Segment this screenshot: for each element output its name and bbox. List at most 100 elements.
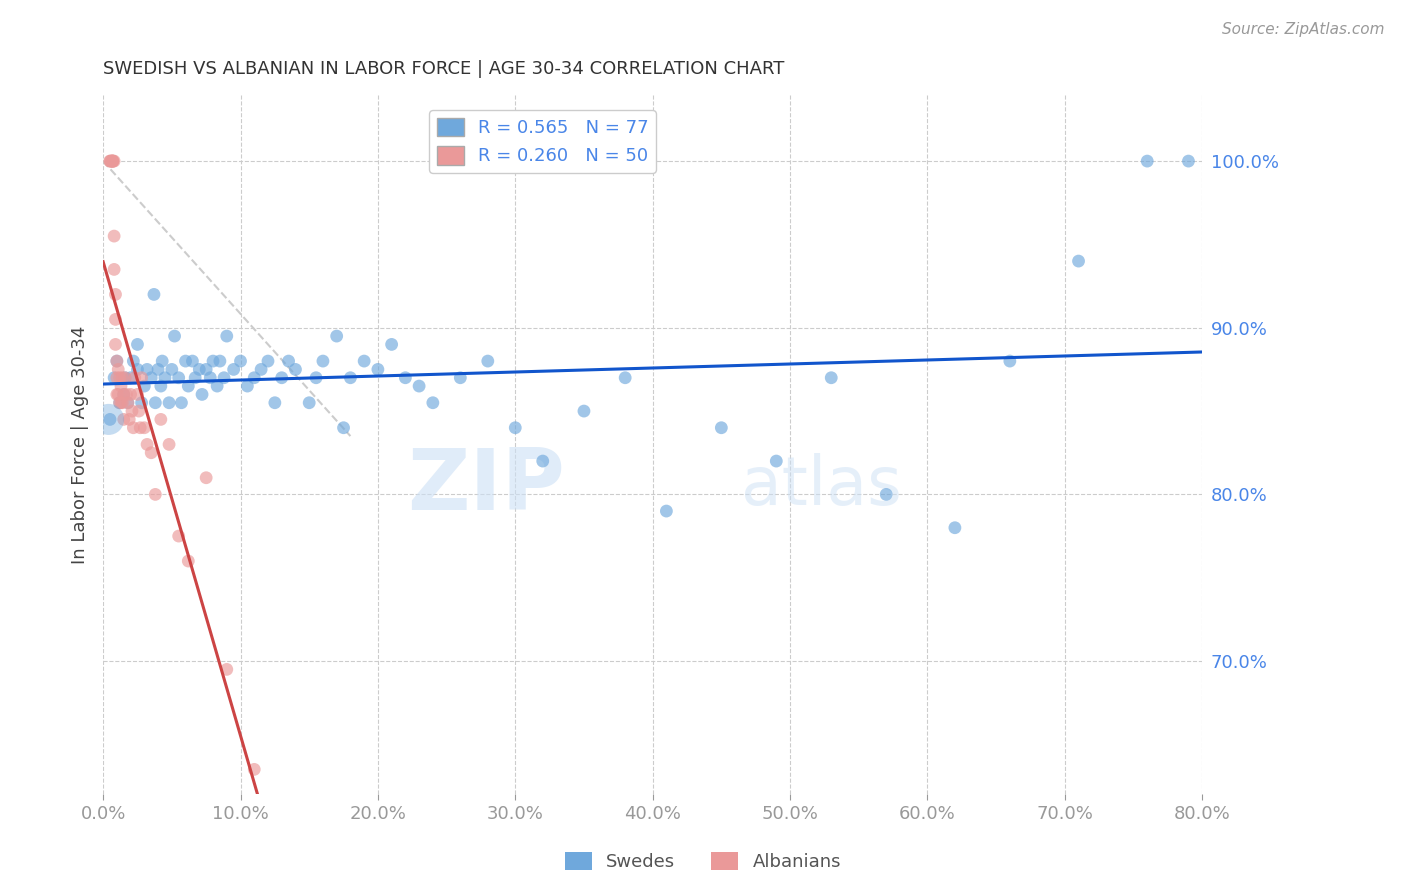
Point — [108, 396, 131, 410]
Point — [177, 554, 200, 568]
Point — [170, 396, 193, 410]
Point — [98, 154, 121, 169]
Point — [381, 337, 404, 351]
Point — [422, 396, 444, 410]
Point — [103, 229, 125, 244]
Point — [177, 379, 200, 393]
Point — [215, 662, 238, 676]
Point — [202, 354, 225, 368]
Point — [531, 454, 554, 468]
Point — [120, 387, 142, 401]
Point — [243, 370, 266, 384]
Point — [243, 763, 266, 777]
Point — [136, 437, 159, 451]
Point — [710, 421, 733, 435]
Point — [129, 421, 152, 435]
Point — [104, 312, 127, 326]
Point — [149, 412, 172, 426]
Point — [122, 354, 145, 368]
Point — [943, 521, 966, 535]
Point — [127, 362, 149, 376]
Point — [157, 396, 180, 410]
Point — [229, 354, 252, 368]
Legend: R = 0.565   N = 77, R = 0.260   N = 50: R = 0.565 N = 77, R = 0.260 N = 50 — [429, 111, 657, 173]
Point — [208, 354, 231, 368]
Point — [146, 362, 169, 376]
Point — [614, 370, 637, 384]
Point — [222, 362, 245, 376]
Point — [108, 370, 131, 384]
Point — [100, 154, 122, 169]
Point — [477, 354, 499, 368]
Point — [408, 379, 430, 393]
Point — [114, 370, 136, 384]
Point — [167, 370, 190, 384]
Point — [263, 396, 285, 410]
Point — [195, 471, 218, 485]
Point — [121, 404, 143, 418]
Point — [117, 396, 139, 410]
Point — [98, 154, 121, 169]
Point — [111, 396, 134, 410]
Point — [107, 387, 129, 401]
Point — [105, 387, 128, 401]
Point — [110, 396, 132, 410]
Point — [167, 529, 190, 543]
Point — [124, 370, 146, 384]
Point — [160, 362, 183, 376]
Y-axis label: In Labor Force | Age 30-34: In Labor Force | Age 30-34 — [72, 326, 89, 564]
Point — [127, 337, 149, 351]
Point — [105, 354, 128, 368]
Point — [103, 154, 125, 169]
Point — [101, 154, 124, 169]
Point — [205, 379, 228, 393]
Point — [215, 329, 238, 343]
Point — [212, 370, 235, 384]
Point — [765, 454, 787, 468]
Point — [163, 329, 186, 343]
Point — [108, 396, 131, 410]
Point — [131, 396, 153, 410]
Point — [100, 154, 122, 169]
Point — [143, 396, 166, 410]
Point — [157, 437, 180, 451]
Point — [174, 354, 197, 368]
Point — [103, 262, 125, 277]
Point — [353, 354, 375, 368]
Point — [195, 362, 218, 376]
Point — [120, 370, 142, 384]
Point — [149, 379, 172, 393]
Point — [298, 396, 321, 410]
Point — [394, 370, 416, 384]
Point — [141, 446, 163, 460]
Point — [1067, 254, 1090, 268]
Text: Source: ZipAtlas.com: Source: ZipAtlas.com — [1222, 22, 1385, 37]
Point — [136, 362, 159, 376]
Point — [128, 404, 150, 418]
Point — [200, 370, 222, 384]
Point — [101, 154, 124, 169]
Point — [284, 362, 307, 376]
Point — [112, 412, 135, 426]
Point — [101, 154, 124, 169]
Point — [131, 370, 153, 384]
Point — [104, 287, 127, 301]
Point — [820, 370, 842, 384]
Point — [503, 421, 526, 435]
Point — [97, 412, 120, 426]
Point — [277, 354, 299, 368]
Point — [312, 354, 335, 368]
Point — [332, 421, 354, 435]
Point — [181, 354, 204, 368]
Point — [134, 421, 156, 435]
Point — [270, 370, 292, 384]
Point — [153, 370, 176, 384]
Text: SWEDISH VS ALBANIAN IN LABOR FORCE | AGE 30-34 CORRELATION CHART: SWEDISH VS ALBANIAN IN LABOR FORCE | AGE… — [103, 60, 785, 78]
Point — [103, 370, 125, 384]
Point — [572, 404, 595, 418]
Point — [339, 370, 361, 384]
Point — [104, 337, 127, 351]
Point — [127, 387, 149, 401]
Legend: Swedes, Albanians: Swedes, Albanians — [557, 845, 849, 879]
Point — [367, 362, 389, 376]
